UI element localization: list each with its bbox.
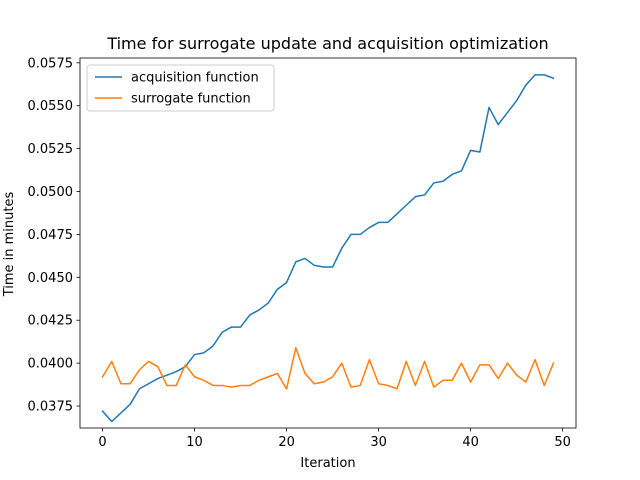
y-tick-label: 0.0375 <box>28 400 74 415</box>
x-tick-label: 0 <box>98 435 106 450</box>
y-tick-label: 0.0525 <box>28 142 74 157</box>
y-tick-label: 0.0425 <box>28 314 74 329</box>
x-tick-label: 10 <box>186 435 203 450</box>
legend-label-1: surrogate function <box>131 92 251 107</box>
chart-title: Time for surrogate update and acquisitio… <box>106 34 548 53</box>
y-tick-label: 0.0450 <box>28 271 74 286</box>
plot-frame <box>79 57 577 429</box>
y-tick-label: 0.0475 <box>28 228 74 243</box>
y-axis: 0.0375 0.0400 0.0425 0.0450 0.0475 0.0500 0.05… <box>28 56 80 415</box>
y-tick-label: 0.0400 <box>28 357 74 372</box>
legend-label-0: acquisition function <box>131 71 259 86</box>
y-tick-label: 0.0550 <box>28 99 74 114</box>
x-axis-label: Iteration <box>300 456 355 471</box>
x-tick-label: 40 <box>462 435 479 450</box>
plot-area <box>79 57 577 429</box>
legend-box <box>86 64 275 112</box>
x-axis: 0 10 20 30 40 50 <box>98 428 571 450</box>
x-tick-label: 30 <box>370 435 387 450</box>
y-tick-label: 0.0500 <box>28 185 74 200</box>
legend: acquisition function surrogate function <box>86 64 275 112</box>
y-tick-label: 0.0575 <box>28 56 74 71</box>
y-axis-label: Time in minutes <box>2 192 17 298</box>
series-line-1 <box>101 346 555 390</box>
series-line-0 <box>101 74 555 423</box>
x-tick-label: 50 <box>554 435 571 450</box>
x-tick-label: 20 <box>278 435 295 450</box>
